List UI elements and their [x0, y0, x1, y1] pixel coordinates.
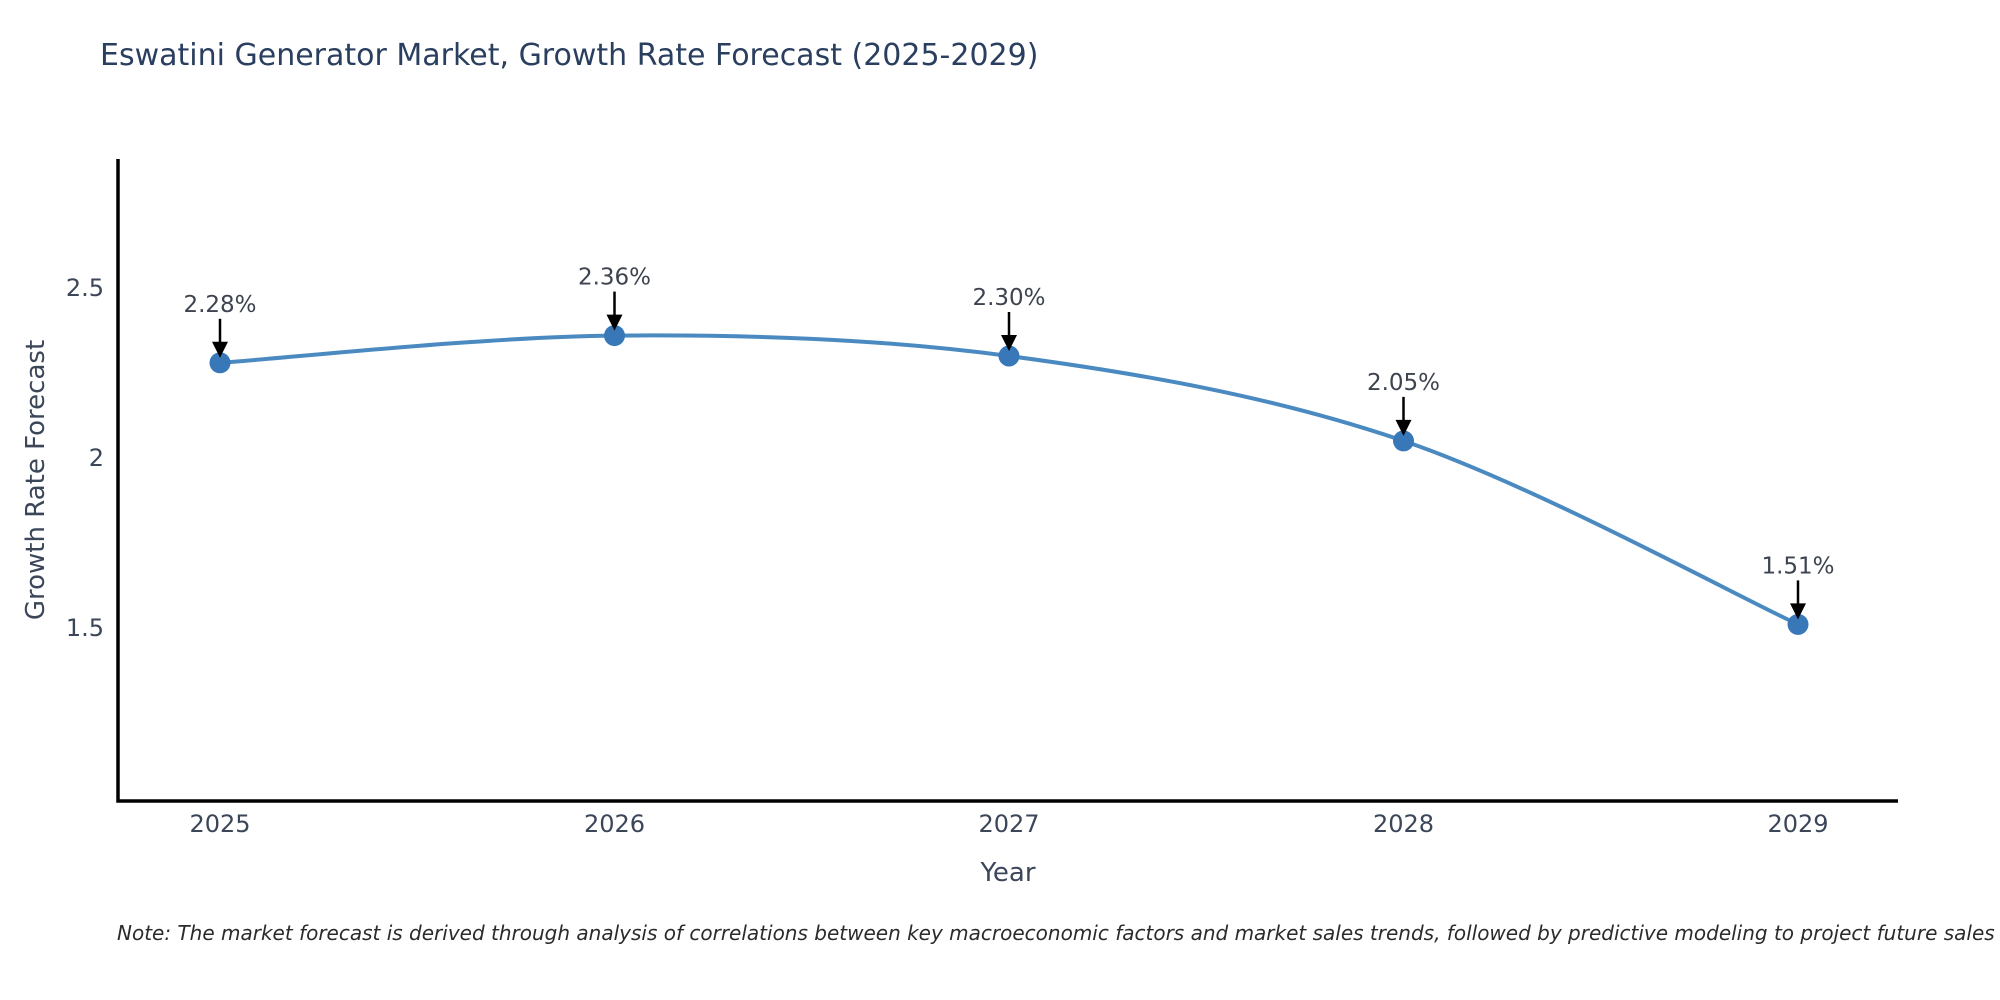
data-point-marker — [209, 352, 231, 374]
annotations-group: 2.28% 2.36% 2.30% 2.05% 1.51% — [183, 265, 1835, 620]
series-group — [209, 325, 1809, 635]
annotation-arrowhead — [1790, 603, 1806, 620]
x-tick-label: 2026 — [584, 810, 645, 838]
footnote: Note: The market forecast is derived thr… — [117, 921, 1995, 945]
x-tick-label: 2029 — [1767, 810, 1828, 838]
y-axis-title: Growth Rate Forecast — [21, 340, 51, 620]
y-tick-label: 2.5 — [66, 274, 104, 302]
x-tick-label: 2028 — [1373, 810, 1434, 838]
annotation-arrowhead — [606, 314, 623, 331]
y-tick-label: 2 — [89, 444, 104, 472]
data-point-marker — [998, 345, 1020, 367]
annotation-arrowhead — [1395, 419, 1412, 436]
chart-title: Eswatini Generator Market, Growth Rate F… — [100, 38, 1039, 73]
annotation-arrowhead — [1001, 335, 1017, 351]
trend-line — [218, 333, 1800, 627]
point-annotation-label: 1.51% — [1761, 553, 1834, 579]
point-annotation-label: 2.36% — [578, 265, 651, 291]
y-tick-label: 1.5 — [66, 614, 104, 642]
x-tick-label: 2025 — [189, 810, 250, 838]
axes-group: 2.5 2 1.5 2025 2026 2027 2028 2029 — [66, 159, 1898, 838]
x-tick-label: 2027 — [978, 810, 1039, 838]
x-axis-title: Year — [979, 858, 1035, 888]
data-point-marker — [1393, 430, 1414, 452]
axis-spines — [116, 159, 1898, 803]
data-point-marker — [1787, 613, 1809, 635]
annotation-arrowhead — [212, 341, 228, 358]
point-annotation-label: 2.30% — [972, 285, 1045, 311]
point-annotation-label: 2.28% — [183, 292, 256, 318]
point-annotation-label: 2.05% — [1367, 370, 1440, 396]
data-point-marker — [604, 325, 625, 347]
